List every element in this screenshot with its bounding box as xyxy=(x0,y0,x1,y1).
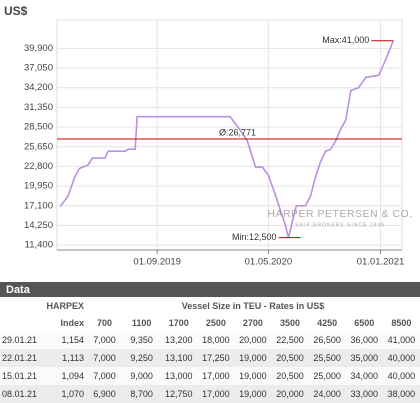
x-tick-label: 01.05.2020 xyxy=(245,257,293,268)
table-cell xyxy=(0,314,52,331)
table-cell: 4250 xyxy=(308,314,346,331)
table-cell: 12,750 xyxy=(160,385,198,403)
table-cell: 18,000 xyxy=(197,331,235,349)
y-tick-label: 19,950 xyxy=(24,181,53,192)
table-cell: 35,000 xyxy=(345,349,383,367)
line xyxy=(59,40,395,238)
y-tick-label: 34,200 xyxy=(24,82,53,93)
table-cell: 13,000 xyxy=(160,367,198,385)
y-tick-label: 39,900 xyxy=(24,43,53,54)
table-cell: 7,000 xyxy=(86,367,124,385)
table-cell: 1,070 xyxy=(52,385,86,403)
table-cell: 34,000 xyxy=(345,367,383,385)
table-cell: 20,500 xyxy=(271,349,309,367)
y-tick-label: 14,250 xyxy=(24,220,53,231)
table-header-row: Index 700 1100 1700 2500 2700 3500 4250 6500 8500 xyxy=(0,314,420,331)
table-cell: 1,094 xyxy=(52,367,86,385)
chart-title: US$ xyxy=(4,4,28,18)
y-tick-label: 22,800 xyxy=(24,161,53,172)
table-cell: 20,000 xyxy=(234,331,272,349)
table-cell: 19,000 xyxy=(234,367,272,385)
y-tick-label: 37,050 xyxy=(24,63,53,74)
table-cell: 15.01.21 xyxy=(0,367,52,385)
table-row: 15.01.21 1,094 7,000 9,000 13,000 17,000 19,00… xyxy=(0,367,420,385)
table-cell: 9,000 xyxy=(123,367,161,385)
table-cell: 9,350 xyxy=(123,331,161,349)
y-tick-label: 31,350 xyxy=(24,102,53,113)
y-tick-label: 11,400 xyxy=(25,240,53,251)
table-cell: 1,113 xyxy=(52,349,86,367)
table-header-row: HARPEX Vessel Size in TEU - Rates in US$ xyxy=(0,297,420,314)
data-table: Data HARPEX Vessel Size in TEU - Rates in … xyxy=(0,282,420,403)
table-cell: 9,250 xyxy=(123,349,161,367)
table-cell: 13,100 xyxy=(160,349,198,367)
annotation: Ø:26,771 xyxy=(219,127,256,137)
table-cell: Vessel Size in TEU - Rates in US$ xyxy=(86,297,420,314)
table-cell: 19,000 xyxy=(234,349,272,367)
table-cell: 17,000 xyxy=(197,367,235,385)
table-cell: 40,000 xyxy=(382,349,420,367)
x-tick-label: 01.01.2021 xyxy=(357,257,405,268)
chart: US$ 11,400 14,250 17,100 19,950 22,800 25,650… xyxy=(4,4,412,268)
table-cell: 36,000 xyxy=(345,331,383,349)
table-cell: 1100 xyxy=(123,314,161,331)
table-cell: 22,500 xyxy=(271,331,309,349)
plot-area xyxy=(56,19,403,251)
table-cell: 1,154 xyxy=(52,331,86,349)
annotation: Max:41,000 xyxy=(322,35,369,45)
table-cell: 7,000 xyxy=(86,331,124,349)
table-row: 22.01.21 1,113 7,000 9,250 13,100 17,250 19,00… xyxy=(0,349,420,367)
table-cell: 33,000 xyxy=(345,385,383,403)
table-cell: 22.01.21 xyxy=(0,349,52,367)
table-cell: 20,000 xyxy=(271,385,309,403)
table-cell: 6,900 xyxy=(86,385,124,403)
y-tick-label: 28,500 xyxy=(24,122,53,133)
table-cell: 26,500 xyxy=(308,331,346,349)
table-cell: 20,500 xyxy=(271,367,309,385)
table-cell: 25,500 xyxy=(308,349,346,367)
table-cell: 38,000 xyxy=(382,385,420,403)
table-cell: 2700 xyxy=(234,314,272,331)
table-cell: HARPEX xyxy=(0,297,86,314)
table-cell: 17,250 xyxy=(197,349,235,367)
table-cell: Data xyxy=(0,282,420,297)
table-cell: 6500 xyxy=(345,314,383,331)
table-cell: 41,000 xyxy=(382,331,420,349)
y-tick-label: 17,100 xyxy=(24,200,53,211)
table-cell: 24,000 xyxy=(308,385,346,403)
table-cell: 8500 xyxy=(382,314,420,331)
table-cell: 7,000 xyxy=(86,349,124,367)
x-tick-label: 01.09.2019 xyxy=(133,257,181,268)
table-cell: 13,200 xyxy=(160,331,198,349)
table-cell: 25,000 xyxy=(308,367,346,385)
table-cell: 700 xyxy=(86,314,124,331)
table-cell: 17,000 xyxy=(197,385,235,403)
table-title-row: Data xyxy=(0,282,420,297)
table-cell: 29.01.21 xyxy=(0,331,52,349)
table-cell: 40,000 xyxy=(382,367,420,385)
y-tick-label: 25,650 xyxy=(24,141,53,152)
table-row: 29.01.21 1,154 7,000 9,350 13,200 18,000 20,00… xyxy=(0,331,420,349)
annotation: Min:12,500 xyxy=(232,232,277,242)
table-cell: 1700 xyxy=(160,314,198,331)
watermark: HARPER PETERSEN & CO. xyxy=(267,208,412,220)
watermark: SHIP BROKERS SINCE 1949 xyxy=(295,222,385,228)
table-cell: 19,000 xyxy=(234,385,272,403)
table-cell: 8,700 xyxy=(123,385,161,403)
table-cell: Index xyxy=(52,314,86,331)
table-row: 08.01.21 1,070 6,900 8,700 12,750 17,000 19,00… xyxy=(0,385,420,403)
table-cell: 08.01.21 xyxy=(0,385,52,403)
table-cell: 3500 xyxy=(271,314,309,331)
table-cell: 2500 xyxy=(197,314,235,331)
